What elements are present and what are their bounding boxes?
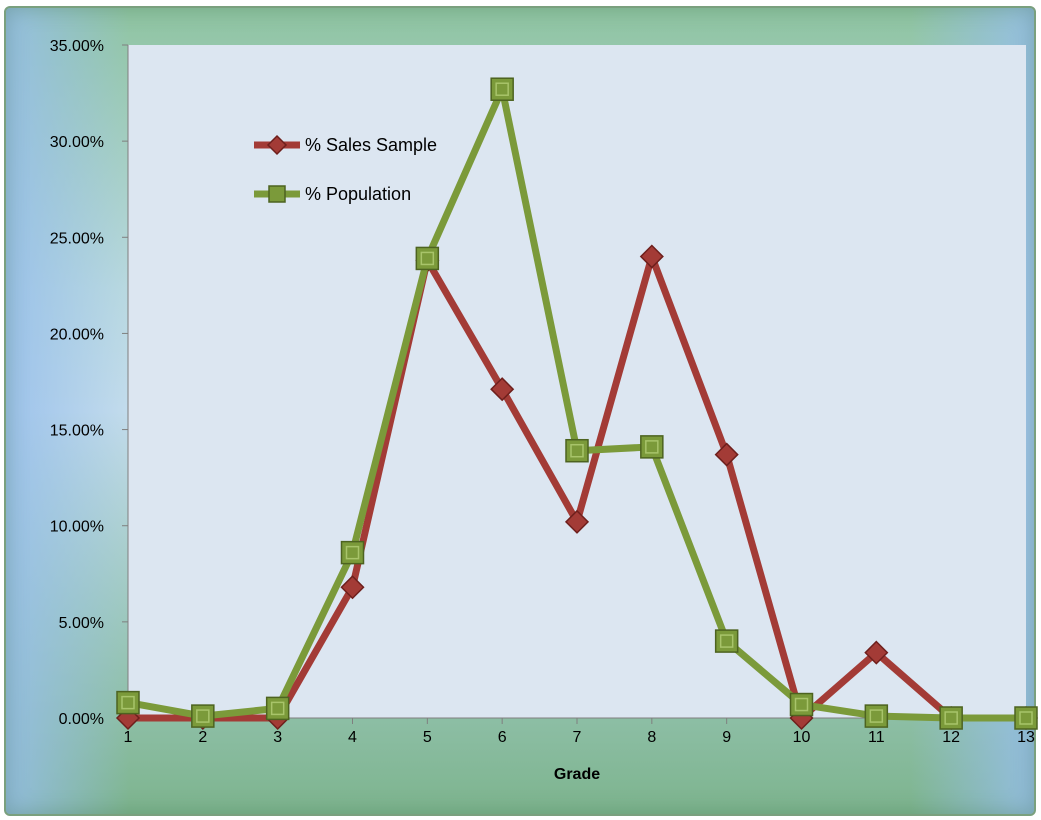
data-point-bevel-population (944, 711, 958, 725)
data-point-population (415, 246, 440, 271)
x-axis-title: Grade (554, 766, 600, 783)
legend-label-population: % Population (305, 184, 411, 204)
data-point-bevel-population (196, 709, 210, 723)
data-point-bevel-population (794, 697, 809, 712)
x-axis: 1 2 3 4 5 6 7 8 9 10 11 12 13 (124, 717, 1035, 746)
y-axis: 0.00% 5.00% 10.00% 15.00% 20.00% 25.00% 30.00%… (50, 38, 129, 728)
x-tick-label: 10 (793, 729, 811, 746)
x-tick-label: 3 (273, 729, 282, 746)
data-point-bevel-population (270, 701, 285, 716)
x-tick-label: 7 (573, 729, 582, 746)
data-point-bevel-population (645, 440, 659, 454)
legend-entry-population: % Population (254, 184, 411, 204)
legend-label-sales: % Sales Sample (305, 135, 437, 155)
data-point-bevel-population (570, 443, 584, 458)
x-tick-label: 4 (348, 729, 357, 746)
data-point-population (714, 629, 739, 653)
x-tick-label: 12 (942, 729, 960, 746)
y-tick-label: 30.00% (50, 134, 104, 151)
data-point-bevel-population (719, 634, 734, 648)
series-layer (115, 77, 1039, 731)
x-tick-label: 5 (423, 729, 432, 746)
data-point-population (490, 77, 514, 101)
x-tick-label: 11 (868, 729, 885, 746)
data-point-bevel-population (1019, 711, 1033, 725)
data-point-bevel-population (345, 545, 360, 560)
y-tick-label: 25.00% (50, 230, 104, 247)
y-tick-label: 35.00% (50, 38, 104, 55)
data-point-bevel-population (121, 695, 135, 710)
data-point-bevel-population (420, 251, 435, 266)
data-point-population (565, 438, 589, 463)
data-point-sales (340, 575, 365, 600)
data-point-sales (714, 442, 739, 467)
data-point-population (1014, 706, 1038, 730)
data-point-sales (564, 509, 590, 534)
data-point-population (265, 696, 290, 721)
x-tick-label: 9 (722, 729, 731, 746)
y-tick-label: 10.00% (50, 519, 104, 536)
data-point-population (864, 704, 889, 728)
legend-entry-sales: % Sales Sample (254, 134, 437, 156)
data-point-sales (639, 244, 664, 269)
data-point-population (340, 540, 365, 565)
x-tick-label: 13 (1017, 729, 1035, 746)
data-point-population (939, 706, 963, 730)
data-point-population (789, 692, 814, 717)
data-point-population (640, 435, 664, 459)
y-tick-label: 15.00% (50, 423, 104, 440)
legend: % Sales Sample % Population (254, 134, 437, 204)
legend-marker-sales (266, 134, 288, 156)
data-point-population (116, 690, 140, 715)
x-tick-label: 2 (198, 729, 207, 746)
x-tick-label: 8 (647, 729, 656, 746)
y-tick-label: 0.00% (59, 711, 104, 728)
y-tick-label: 20.00% (50, 326, 104, 343)
series-population (116, 77, 1038, 730)
y-tick-label: 5.00% (59, 615, 104, 632)
data-point-bevel-population (495, 82, 509, 96)
data-point-sales (490, 377, 515, 402)
legend-marker-population (268, 185, 286, 203)
data-point-sales (864, 640, 889, 665)
data-point-bevel-population (869, 709, 884, 723)
x-tick-label: 6 (498, 729, 507, 746)
x-tick-label: 1 (124, 729, 133, 746)
data-point-population (191, 704, 215, 728)
plot-area (128, 45, 1026, 718)
